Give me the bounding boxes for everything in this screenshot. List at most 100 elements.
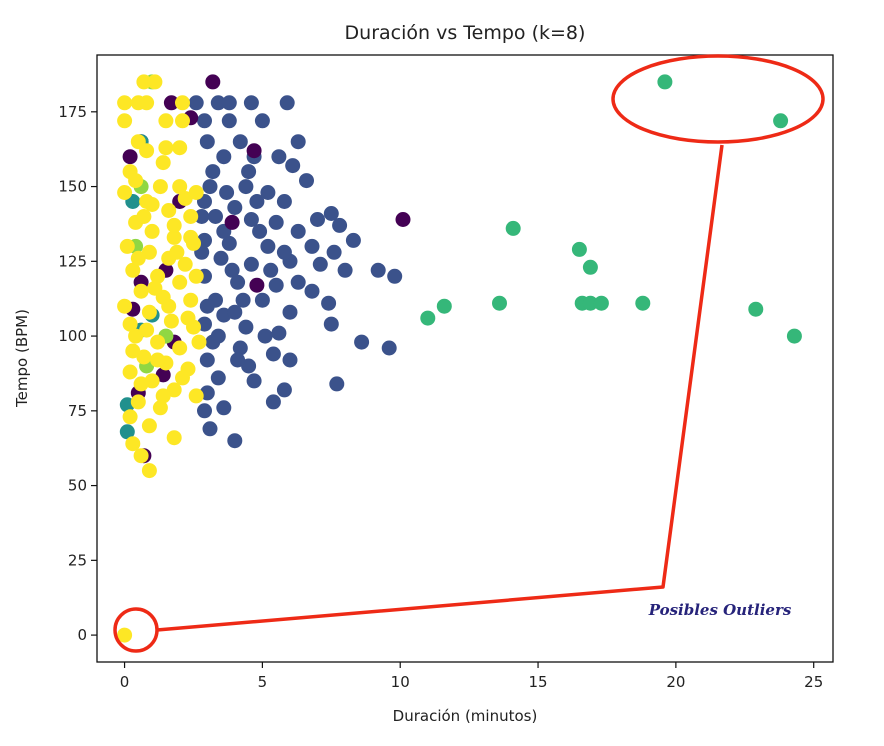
x-tick-label: 25 bbox=[804, 673, 823, 691]
data-point bbox=[773, 113, 789, 129]
data-point bbox=[232, 134, 248, 150]
data-point bbox=[241, 164, 257, 180]
data-point bbox=[117, 113, 133, 129]
data-point bbox=[141, 463, 157, 479]
data-point bbox=[117, 95, 133, 111]
data-point bbox=[748, 301, 764, 317]
data-point bbox=[147, 280, 163, 296]
data-point bbox=[387, 268, 403, 284]
data-point bbox=[128, 173, 144, 189]
points-layer bbox=[117, 74, 802, 643]
data-point bbox=[216, 400, 232, 416]
data-point bbox=[354, 334, 370, 350]
data-point bbox=[241, 358, 257, 374]
data-point bbox=[202, 421, 218, 437]
data-point bbox=[169, 244, 185, 260]
y-tick-label: 125 bbox=[58, 252, 87, 270]
data-point bbox=[257, 328, 273, 344]
data-point bbox=[188, 268, 204, 284]
data-point bbox=[230, 352, 246, 368]
data-point bbox=[323, 206, 339, 221]
data-point bbox=[163, 313, 179, 329]
data-point bbox=[243, 95, 259, 111]
data-point bbox=[144, 223, 160, 239]
data-point bbox=[290, 274, 306, 290]
data-point bbox=[194, 209, 210, 224]
data-point bbox=[323, 316, 339, 332]
y-tick-label: 0 bbox=[77, 626, 87, 644]
data-point bbox=[254, 292, 270, 308]
data-point bbox=[172, 179, 188, 195]
data-point bbox=[163, 95, 179, 111]
data-point bbox=[133, 448, 149, 464]
data-point bbox=[260, 238, 276, 254]
data-point bbox=[166, 229, 182, 245]
data-point bbox=[249, 194, 265, 209]
data-point bbox=[310, 212, 325, 227]
data-point bbox=[117, 185, 133, 200]
data-point bbox=[232, 340, 248, 356]
data-point bbox=[420, 310, 436, 326]
data-point bbox=[125, 436, 141, 452]
data-point bbox=[786, 328, 802, 344]
data-point bbox=[141, 418, 157, 434]
data-point bbox=[246, 143, 262, 159]
data-point bbox=[263, 262, 279, 278]
data-point bbox=[243, 212, 259, 227]
data-point bbox=[254, 113, 270, 129]
data-point bbox=[321, 295, 337, 311]
data-point bbox=[208, 209, 223, 224]
data-point bbox=[436, 298, 452, 314]
data-point bbox=[175, 370, 190, 386]
annotation-connector bbox=[156, 144, 724, 632]
data-point bbox=[268, 277, 284, 293]
data-point bbox=[150, 352, 166, 368]
data-point bbox=[139, 322, 155, 338]
data-point bbox=[395, 212, 411, 227]
data-point bbox=[155, 388, 171, 404]
data-point bbox=[172, 140, 188, 156]
data-point bbox=[183, 209, 199, 224]
data-point bbox=[282, 352, 298, 368]
data-point bbox=[304, 283, 320, 299]
data-point bbox=[202, 179, 218, 195]
data-point bbox=[210, 370, 226, 386]
data-point bbox=[329, 376, 345, 392]
data-point bbox=[381, 340, 397, 356]
data-point bbox=[119, 238, 135, 254]
data-point bbox=[312, 256, 328, 272]
data-point bbox=[139, 95, 155, 111]
data-point bbox=[130, 250, 146, 266]
data-point bbox=[197, 113, 212, 129]
data-point bbox=[199, 134, 215, 150]
data-point bbox=[119, 424, 135, 440]
data-point bbox=[150, 268, 166, 284]
data-point bbox=[265, 394, 281, 410]
data-point bbox=[136, 209, 152, 224]
data-point bbox=[657, 74, 673, 90]
data-point bbox=[172, 274, 188, 290]
data-point bbox=[210, 328, 226, 344]
data-point bbox=[139, 143, 155, 159]
data-point bbox=[199, 298, 215, 314]
x-axis: 0 5 10 15 20 25 bbox=[120, 662, 823, 691]
data-point bbox=[285, 158, 301, 174]
data-point bbox=[177, 256, 193, 272]
data-point bbox=[161, 298, 177, 314]
x-tick-label: 20 bbox=[666, 673, 685, 691]
data-point bbox=[224, 214, 240, 230]
data-point bbox=[582, 295, 598, 311]
data-point bbox=[117, 627, 133, 643]
data-point bbox=[177, 191, 193, 206]
data-point bbox=[166, 217, 182, 233]
data-point bbox=[230, 274, 246, 290]
data-point bbox=[188, 185, 204, 200]
data-point bbox=[227, 304, 243, 320]
data-point bbox=[252, 223, 268, 239]
data-point bbox=[122, 364, 138, 380]
data-point bbox=[216, 149, 232, 165]
data-point bbox=[492, 295, 507, 311]
data-point bbox=[175, 95, 190, 111]
data-point bbox=[152, 179, 168, 195]
data-point bbox=[370, 262, 386, 278]
